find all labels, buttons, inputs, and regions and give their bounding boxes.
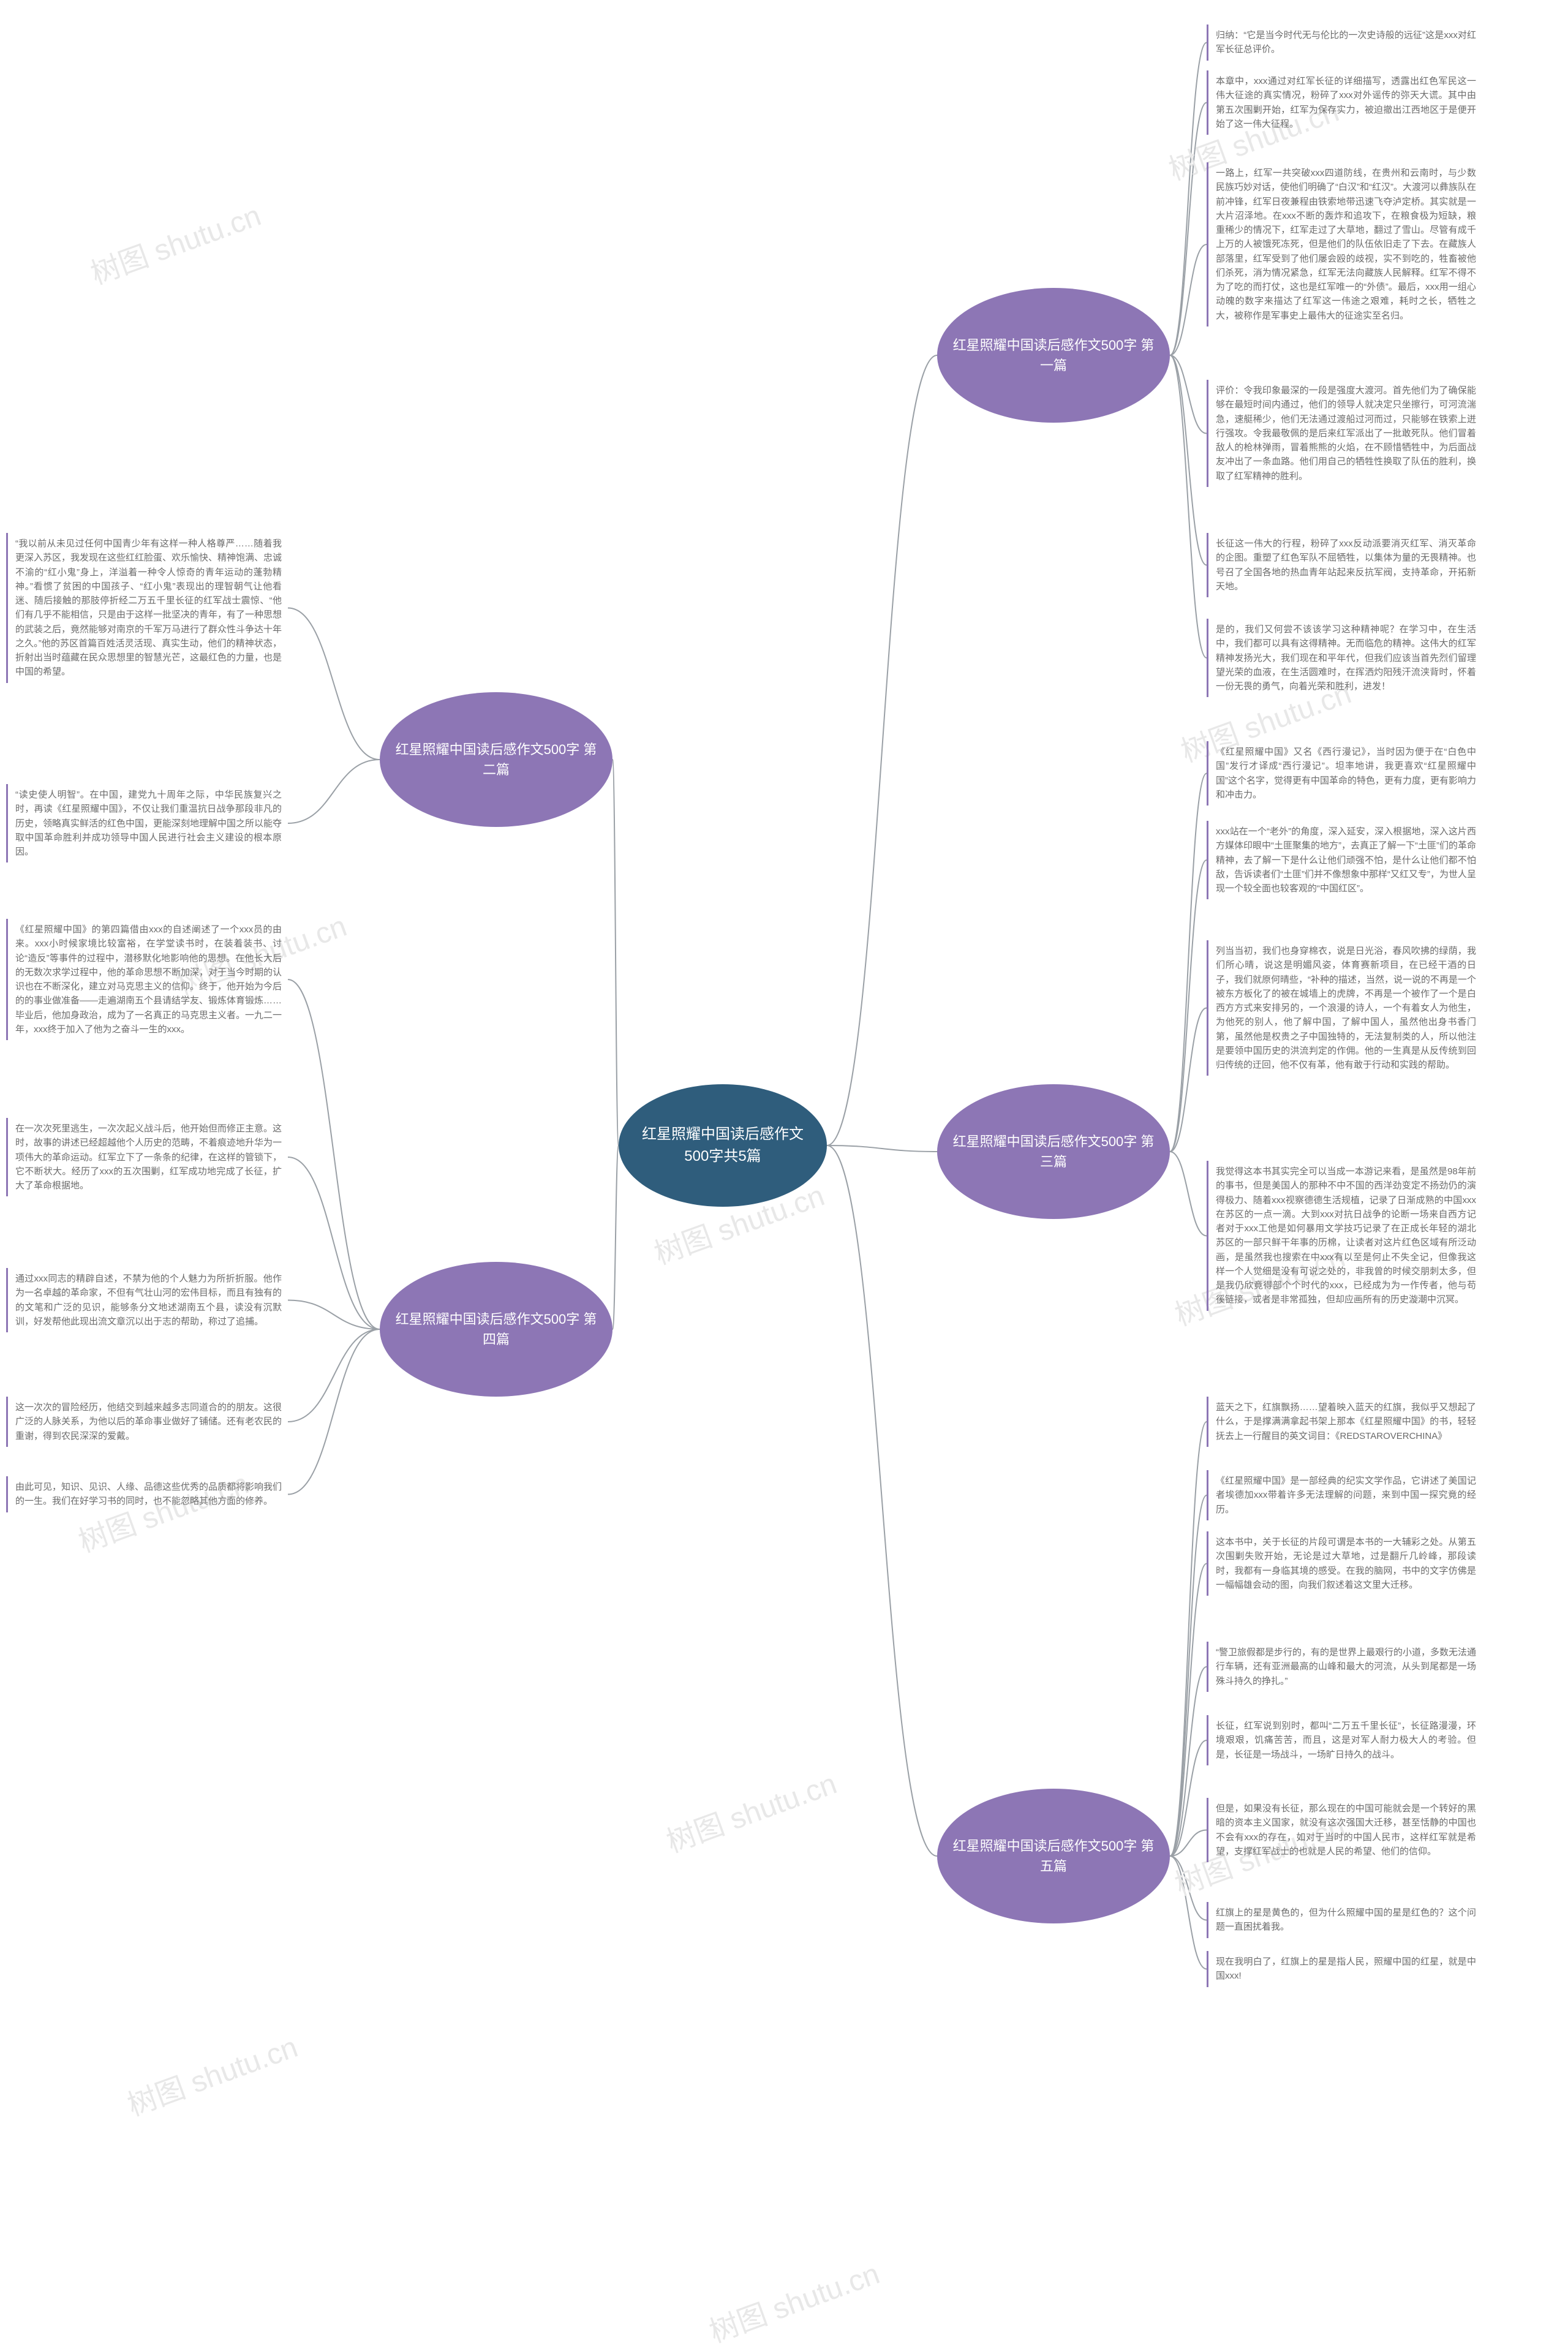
leaf-node: 长征这一伟大的行程，粉碎了xxx反动派要消灭红军、消灭革命的企图。重塑了红色军队… [1207, 533, 1482, 597]
watermark-text: 树图 shutu.cn [660, 1759, 842, 1860]
leaf-node: 列当当初，我们也身穿棉衣，说是日光浴，春风吹拂的绿荫，我们所心晴，说这是明媚风姿… [1207, 940, 1482, 1076]
branch-node: 红星照耀中国读后感作文500字 第五篇 [937, 1789, 1170, 1923]
leaf-node: 一路上，红军一共突破xxx四道防线，在贵州和云南时，与少数民族巧妙对话，使他们明… [1207, 162, 1482, 326]
branch-label: 红星照耀中国读后感作文500字 第五篇 [949, 1836, 1158, 1876]
branch-node: 红星照耀中国读后感作文500字 第三篇 [937, 1084, 1170, 1219]
leaf-node: 但是，如果没有长征，那么现在的中国可能就会是一个转好的黑暗的资本主义国家，就没有… [1207, 1798, 1482, 1862]
branch-label: 红星照耀中国读后感作文500字 第一篇 [949, 335, 1158, 375]
watermark-text: 树图 shutu.cn [703, 2249, 884, 2350]
leaf-node: “我以前从未见过任何中国青少年有这样一种人格尊严……随着我更深入苏区，我发现在这… [6, 533, 288, 683]
leaf-node: 这一次次的冒险经历，他结交到越来越多志同道合的的朋友。这很广泛的人脉关系，为他以… [6, 1397, 288, 1447]
leaf-node: xxx站在一个“老外”的角度，深入延安，深入根据地，深入这片西方媒体印眼中“土匪… [1207, 821, 1482, 899]
watermark-text: 树图 shutu.cn [84, 191, 266, 292]
leaf-node: 红旗上的星是黄色的，但为什么照耀中国的星是红色的？这个问题一直困扰着我。 [1207, 1902, 1482, 1938]
branch-label: 红星照耀中国读后感作文500字 第二篇 [392, 739, 600, 780]
leaf-node: “读史使人明智”。在中国，建党九十周年之际，中华民族复兴之时，再读《红星照耀中国… [6, 784, 288, 862]
leaf-node: 我觉得这本书其实完全可以当成一本游记来看，是虽然是98年前的事书，但是美国人的那… [1207, 1161, 1482, 1311]
watermark-text: 树图 shutu.cn [121, 2023, 303, 2124]
branch-label: 红星照耀中国读后感作文500字 第三篇 [949, 1131, 1158, 1172]
leaf-node: 是的，我们又何尝不该该学习这种精神呢？在学习中，在生活中，我们都可以具有这得精神… [1207, 619, 1482, 697]
leaf-node: 现在我明白了，红旗上的星是指人民，照耀中国的红星，就是中国xxx! [1207, 1951, 1482, 1987]
leaf-node: 归纳：“它是当今时代无与伦比的一次史诗般的远征”这是xxx对红军长征总评价。 [1207, 25, 1482, 61]
leaf-node: 本章中，xxx通过对红军长征的详细描写，透露出红色军民这一伟大征途的真实情况，粉… [1207, 70, 1482, 135]
center-node: 红星照耀中国读后感作文500字共5篇 [619, 1084, 827, 1207]
leaf-node: 通过xxx同志的精辟自述，不禁为他的个人魅力为所折折服。他作为一名卓越的革命家，… [6, 1268, 288, 1332]
leaf-node: 《红星照耀中国》是一部经典的纪实文学作品，它讲述了美国记者埃德加xxx带着许多无… [1207, 1470, 1482, 1520]
leaf-node: 《红星照耀中国》的第四篇借由xxx的自述阐述了一个xxx员的由来。xxx小时候家… [6, 919, 288, 1040]
center-label: 红星照耀中国读后感作文500字共5篇 [631, 1123, 815, 1168]
branch-node: 红星照耀中国读后感作文500字 第二篇 [380, 692, 612, 827]
branch-node: 红星照耀中国读后感作文500字 第一篇 [937, 288, 1170, 423]
leaf-node: 评价：令我印象最深的一段是强度大渡河。首先他们为了确保能够在最短时间内通过，他们… [1207, 380, 1482, 487]
leaf-node: 《红星照耀中国》又名《西行漫记》，当时因为便于在“白色中国”发行才译成“西行漫记… [1207, 741, 1482, 806]
leaf-node: 长征，红军说到别时，都叫“二万五千里长征”，长征路漫漫，环境艰艰，饥痛苦苦，而且… [1207, 1715, 1482, 1765]
branch-label: 红星照耀中国读后感作文500字 第四篇 [392, 1309, 600, 1349]
leaf-node: “警卫旅假都是步行的，有的是世界上最艰行的小道，多数无法通行车辆，还有亚洲最高的… [1207, 1642, 1482, 1692]
leaf-node: 这本书中，关于长征的片段可谓是本书的一大辅彩之处。从第五次围剿失败开始，无论是过… [1207, 1531, 1482, 1596]
leaf-node: 在一次次死里逃生，一次次起义战斗后，他开始但而修正主意。这时，故事的讲述已经超越… [6, 1118, 288, 1196]
leaf-node: 蓝天之下，红旗飘扬……望着映入蓝天的红旗，我似乎又想起了什么，于是撑满满拿起书架… [1207, 1397, 1482, 1447]
branch-node: 红星照耀中国读后感作文500字 第四篇 [380, 1262, 612, 1397]
leaf-node: 由此可见，知识、见识、人缘、品德这些优秀的品质都将影响我们的一生。我们在好学习书… [6, 1476, 288, 1512]
